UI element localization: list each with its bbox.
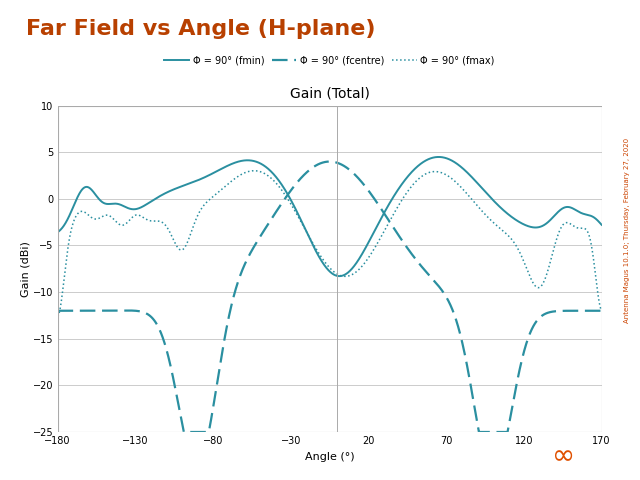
Φ = 90° (fmin)	[167, 188, 175, 193]
Φ = 90° (fcentre)	[556, 308, 564, 314]
Line: Φ = 90° (fmin): Φ = 90° (fmin)	[58, 157, 602, 276]
Φ = 90° (fmax)	[556, 228, 563, 234]
Φ = 90° (fcentre)	[310, 164, 318, 169]
Φ = 90° (fcentre)	[54, 308, 61, 313]
Φ = 90° (fmin)	[335, 273, 343, 279]
Φ = 90° (fcentre)	[180, 429, 188, 435]
Title: Gain (Total): Gain (Total)	[290, 86, 369, 100]
Φ = 90° (fcentre)	[326, 159, 333, 165]
Φ = 90° (fmax)	[250, 168, 258, 174]
Φ = 90° (fcentre)	[251, 243, 259, 249]
Φ = 90° (fmin)	[377, 216, 385, 222]
Text: Antenna Magus 10.1.0; Thursday, February 27, 2020: Antenna Magus 10.1.0; Thursday, February…	[625, 138, 630, 323]
Φ = 90° (fmax)	[310, 243, 318, 249]
Φ = 90° (fcentre)	[400, 240, 408, 245]
Φ = 90° (fcentre)	[598, 308, 605, 313]
Φ = 90° (fmin)	[556, 207, 564, 213]
Φ = 90° (fmax)	[399, 195, 407, 201]
Y-axis label: Gain (dBi): Gain (dBi)	[20, 241, 30, 297]
Legend: Φ = 90° (fmin), Φ = 90° (fcentre), Φ = 90° (fmax): Φ = 90° (fmin), Φ = 90° (fcentre), Φ = 9…	[161, 52, 499, 70]
Φ = 90° (fmax)	[54, 314, 61, 320]
Φ = 90° (fmin)	[435, 154, 442, 160]
Φ = 90° (fmax)	[377, 235, 385, 240]
Line: Φ = 90° (fmax): Φ = 90° (fmax)	[58, 171, 602, 317]
Φ = 90° (fmin)	[598, 222, 605, 228]
Φ = 90° (fcentre)	[377, 205, 385, 211]
Φ = 90° (fmax)	[251, 168, 259, 174]
Φ = 90° (fmax)	[167, 232, 175, 238]
X-axis label: Angle (°): Angle (°)	[305, 452, 355, 462]
Line: Φ = 90° (fcentre): Φ = 90° (fcentre)	[58, 162, 602, 432]
Φ = 90° (fmin)	[54, 229, 61, 235]
Φ = 90° (fmax)	[598, 308, 605, 313]
Φ = 90° (fmin)	[310, 245, 318, 251]
Φ = 90° (fmin)	[250, 158, 258, 164]
Text: ∞: ∞	[552, 443, 575, 470]
Text: Far Field vs Angle (H-plane): Far Field vs Angle (H-plane)	[26, 19, 375, 39]
Φ = 90° (fcentre)	[167, 365, 175, 371]
Φ = 90° (fmin)	[399, 179, 407, 185]
